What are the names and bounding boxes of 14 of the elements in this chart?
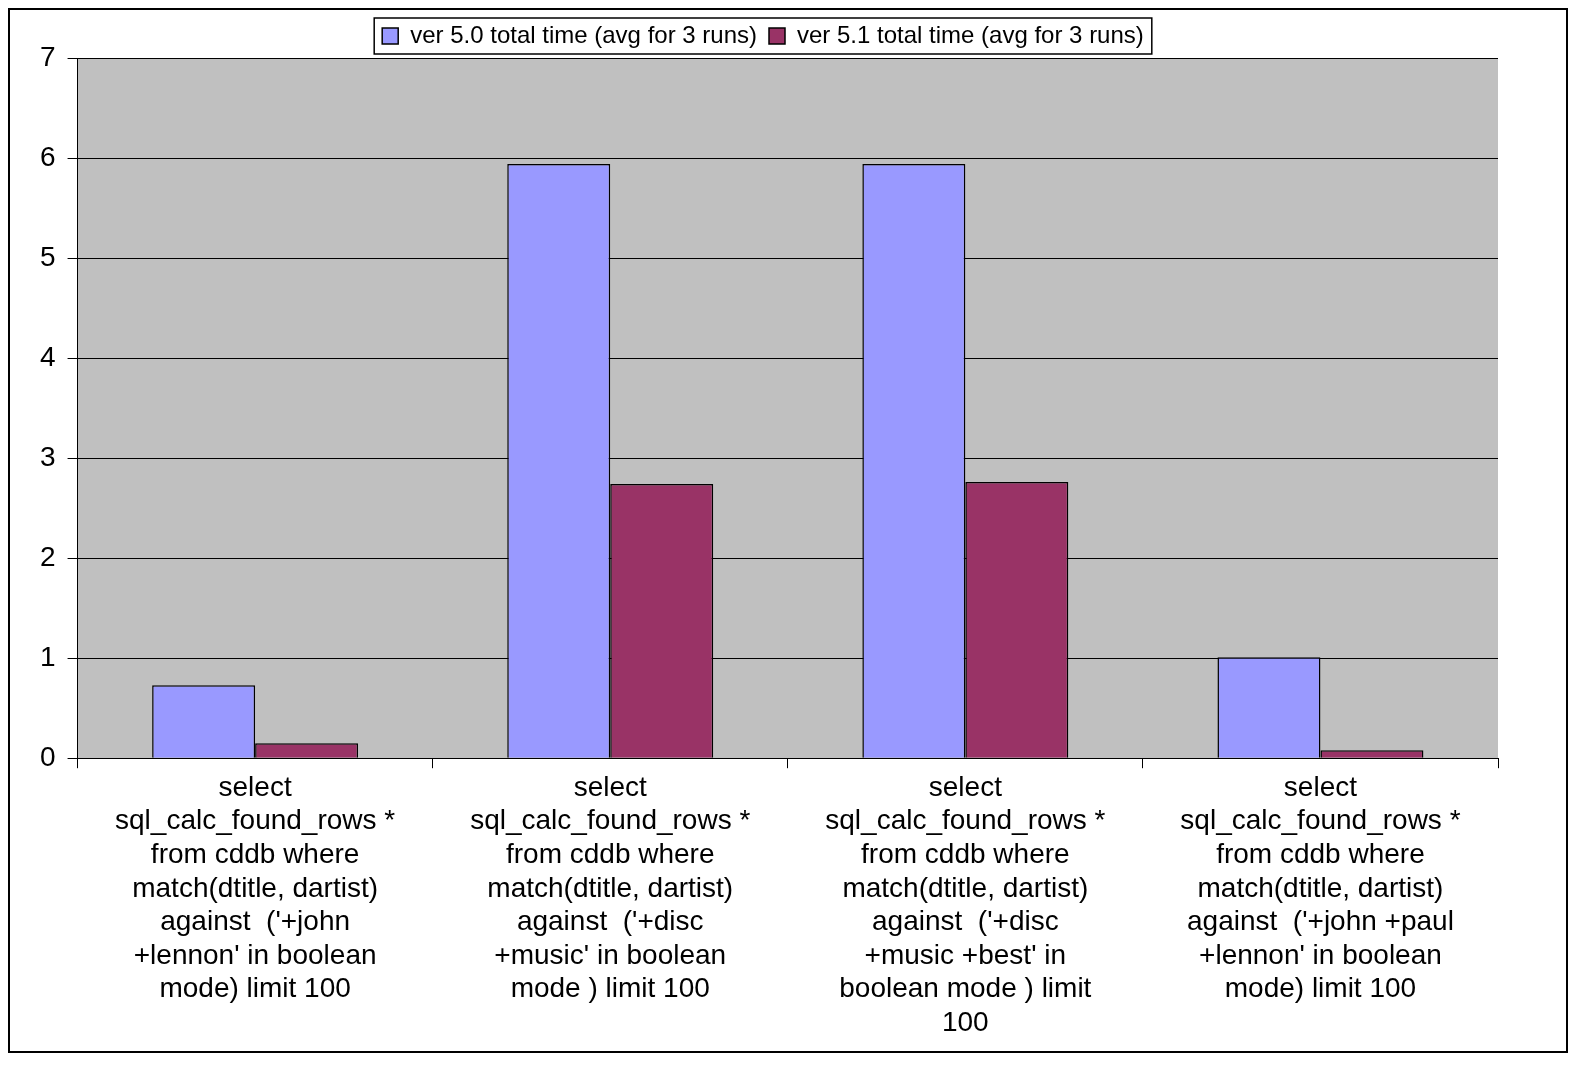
x-tick-label: select sql_calc_found_rows * from cddb where match(dtitle, dartist) against ('+john +paul +lennon' in boolean mode) limit 100	[1180, 770, 1461, 1004]
y-tick-label: 0	[39, 740, 56, 772]
y-tick-label: 5	[39, 240, 56, 272]
x-tick-label: select sql_calc_found_rows * from cddb where match(dtitle, dartist) against ('+john +lennon' in boolean mode) limit 100	[115, 770, 396, 1004]
y-tick-label: 4	[39, 340, 56, 372]
y-tick-label: 1	[39, 640, 56, 672]
legend-label: ver 5.1 total time (avg for 3 runs)	[797, 20, 1144, 48]
y-tick-label: 3	[39, 440, 56, 472]
x-tick-label: select sql_calc_found_rows * from cddb where match(dtitle, dartist) against ('+disc +music' in boolean mode ) limit 100	[470, 770, 751, 1004]
y-tick-label: 7	[39, 40, 56, 72]
y-tick-label: 2	[39, 540, 56, 572]
x-tick-label: select sql_calc_found_rows * from cddb where match(dtitle, dartist) against ('+disc +music +best' in boolean mode ) limit 100	[825, 770, 1106, 1037]
y-tick-label: 6	[39, 140, 56, 172]
legend-label: ver 5.0 total time (avg for 3 runs)	[410, 20, 758, 48]
